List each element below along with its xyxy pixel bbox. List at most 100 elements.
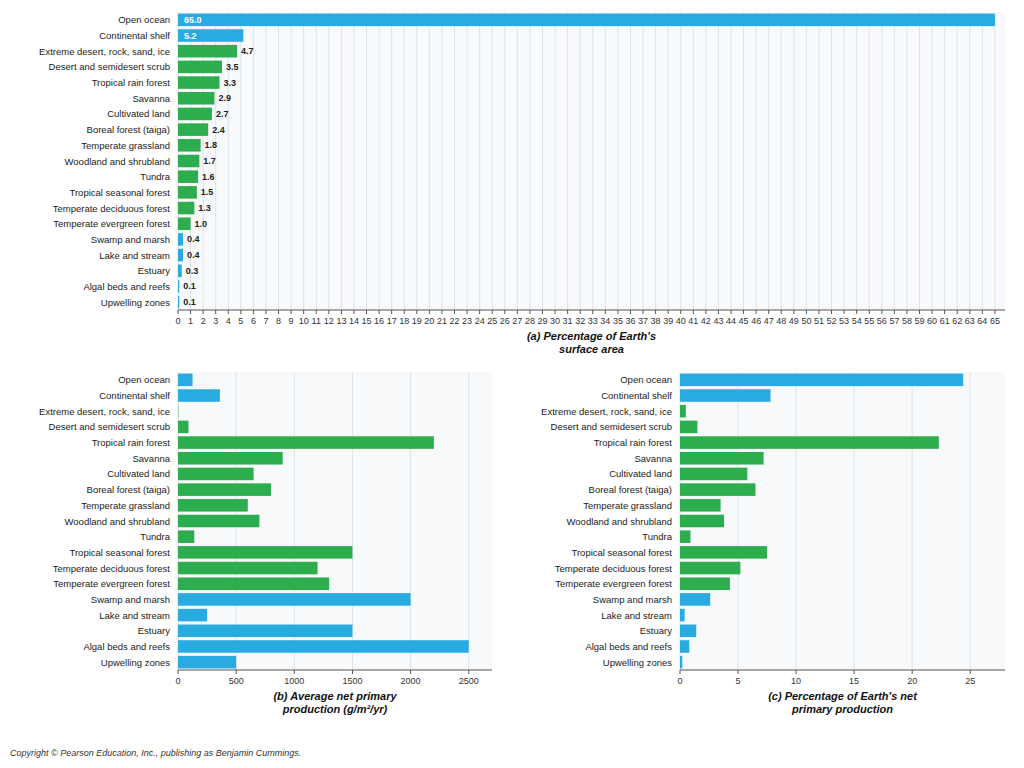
tick-label: 26	[500, 316, 510, 326]
category-label: Savanna	[132, 453, 170, 464]
grid-line	[756, 12, 757, 310]
bar	[178, 170, 198, 183]
category-label: Tundra	[140, 531, 170, 542]
data-label: 2.4	[212, 125, 225, 135]
grid-line	[592, 12, 593, 310]
grid-line	[856, 12, 857, 310]
tick-mark	[404, 310, 405, 314]
tick-mark	[316, 310, 317, 314]
category-label: Lake and stream	[99, 610, 170, 621]
x-ticks: 0510152025	[677, 670, 975, 686]
tick-mark	[957, 310, 958, 314]
tick-label: 29	[537, 316, 547, 326]
bar	[178, 421, 188, 434]
tick-mark	[881, 310, 882, 314]
category-label: Temperate grassland	[81, 140, 170, 151]
bar	[178, 562, 318, 575]
bar	[178, 483, 271, 496]
tick-label: 22	[449, 316, 459, 326]
category-label: Extreme desert, rock, sand, ice	[39, 46, 170, 57]
category-label: Swamp and marsh	[91, 234, 170, 245]
grid-line	[567, 12, 568, 310]
tick-mark	[906, 310, 907, 314]
grid-line	[479, 12, 480, 310]
tick-mark	[467, 310, 468, 314]
bars	[680, 374, 963, 669]
data-label: 1.5	[201, 187, 214, 197]
grid-line	[693, 12, 694, 310]
x-ticks: 0123456789101112131415161718192021222324…	[175, 310, 999, 326]
tick-label: 44	[726, 316, 736, 326]
category-label: Extreme desert, rock, sand, ice	[541, 406, 672, 417]
tick-mark	[379, 310, 380, 314]
category-label: Continental shelf	[99, 30, 170, 41]
bar	[178, 139, 201, 152]
grid-line	[668, 12, 669, 310]
data-label: 0.4	[187, 250, 200, 260]
grid-line	[768, 12, 769, 310]
tick-label: 20	[907, 676, 917, 686]
grid-line	[796, 372, 797, 670]
tick-label: 40	[676, 316, 686, 326]
tick-label: 23	[462, 316, 472, 326]
tick-mark	[617, 310, 618, 314]
tick-label: 56	[877, 316, 887, 326]
x-axis-line	[178, 670, 492, 671]
grid-line	[994, 12, 995, 310]
category-label: Open ocean	[620, 374, 672, 385]
tick-mark	[796, 670, 797, 674]
bar	[178, 405, 179, 418]
category-label: Boreal forest (taiga)	[589, 484, 672, 495]
grid-line	[944, 12, 945, 310]
bar-chart: Open oceanContinental shelfExtreme deser…	[541, 372, 1005, 715]
bar	[178, 389, 220, 402]
tick-label: 9	[289, 316, 294, 326]
category-label: Algal beds and reefs	[83, 641, 170, 652]
grid-line	[806, 12, 807, 310]
x-axis-line	[680, 670, 1005, 671]
tick-mark	[844, 310, 845, 314]
grid-line	[854, 372, 855, 670]
tick-mark	[969, 310, 970, 314]
data-label: 1.8	[205, 140, 218, 150]
bar	[680, 452, 764, 465]
tick-mark	[366, 310, 367, 314]
grid-line	[718, 12, 719, 310]
tick-mark	[869, 310, 870, 314]
category-label: Tropical rain forest	[594, 437, 673, 448]
tick-label: 34	[600, 316, 610, 326]
bar	[178, 530, 194, 543]
chart-title: (c) Percentage of Earth's netprimary pro…	[768, 690, 918, 715]
bar	[178, 625, 352, 638]
grid-line	[529, 12, 530, 310]
bar	[178, 296, 179, 309]
grid-line	[410, 372, 411, 670]
tick-label: 53	[839, 316, 849, 326]
bar	[178, 436, 434, 449]
tick-label: 27	[512, 316, 522, 326]
grid-line	[705, 12, 706, 310]
chart-title: (b) Average net primaryproduction (g/m²/…	[273, 690, 397, 715]
grid-line	[316, 12, 317, 310]
grid-line	[881, 12, 882, 310]
bar	[680, 436, 939, 449]
grid	[680, 372, 970, 670]
tick-mark	[240, 310, 241, 314]
bar	[680, 640, 689, 653]
tick-label: 36	[625, 316, 635, 326]
tick-mark	[567, 310, 568, 314]
tick-mark	[743, 310, 744, 314]
tick-label: 58	[902, 316, 912, 326]
bar	[680, 530, 690, 543]
category-label: Temperate deciduous forest	[555, 563, 673, 574]
tick-label: 5	[238, 316, 243, 326]
grid-line	[542, 12, 543, 310]
grid	[178, 12, 995, 310]
tick-mark	[768, 310, 769, 314]
grid-line	[504, 12, 505, 310]
data-label: 1.3	[198, 203, 211, 213]
grid-line	[844, 12, 845, 310]
category-label: Upwelling zones	[101, 297, 170, 308]
tick-label: 10	[791, 676, 801, 686]
tick-label: 11	[312, 316, 321, 326]
